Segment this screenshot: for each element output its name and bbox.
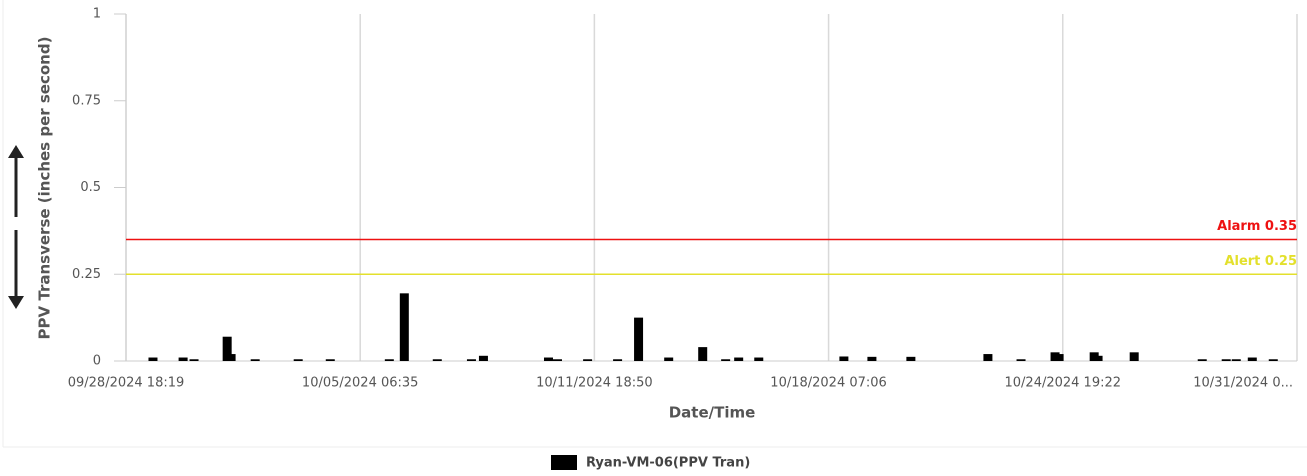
bar	[721, 359, 731, 361]
bar	[466, 359, 476, 361]
bar	[189, 359, 199, 361]
bar	[1016, 359, 1026, 361]
x-tick-label: 10/11/2024 18:50	[536, 376, 653, 391]
legend-label: Ryan-VM-06(PPV Tran)	[586, 456, 750, 471]
bar	[178, 357, 188, 361]
bar	[613, 359, 623, 361]
x-tick-label: 10/24/2024 19:22	[1005, 376, 1122, 391]
bar	[583, 359, 593, 361]
y-tick-label: 0	[93, 354, 101, 369]
bar	[478, 355, 488, 361]
bar	[867, 356, 877, 361]
bar	[399, 293, 409, 361]
y-tick-label: 0.5	[80, 180, 101, 195]
bar	[250, 359, 260, 361]
bar	[754, 357, 764, 361]
bar	[293, 359, 303, 361]
y-tick-label: 0.75	[72, 93, 101, 108]
bar	[906, 356, 916, 361]
bar	[1129, 352, 1139, 361]
x-tick-label: 09/28/2024 18:19	[68, 376, 185, 391]
bar	[543, 357, 553, 361]
x-tick-label: 10/18/2024 07:06	[770, 376, 887, 391]
bar	[226, 354, 236, 361]
threshold-label: Alert 0.25	[1224, 254, 1297, 269]
y-axis-title: PPV Transverse (inches per second)	[36, 37, 54, 340]
bar	[983, 354, 993, 361]
bar	[664, 357, 674, 361]
bar	[734, 357, 744, 361]
x-axis-title: Date/Time	[669, 404, 756, 422]
bar	[1231, 359, 1241, 361]
axis-arrows	[8, 145, 24, 309]
bar	[1247, 357, 1257, 361]
legend-swatch	[551, 455, 577, 470]
bar	[552, 359, 562, 361]
bar	[222, 336, 232, 361]
bar	[1268, 359, 1278, 361]
bar	[384, 359, 394, 361]
bar	[839, 356, 849, 361]
x-tick-label: 10/05/2024 06:35	[302, 376, 419, 391]
y-tick-label: 1	[93, 7, 101, 22]
y-tick-label: 0.25	[72, 267, 101, 282]
bar	[148, 357, 158, 361]
bar	[1054, 354, 1064, 361]
threshold-label: Alarm 0.35	[1217, 219, 1297, 234]
bar	[1093, 355, 1103, 361]
bar	[432, 359, 442, 361]
bar	[1197, 359, 1207, 361]
bar	[698, 347, 708, 361]
x-tick-label: 10/31/2024 0...	[1193, 376, 1293, 391]
bar	[634, 317, 644, 361]
bar	[1221, 359, 1231, 361]
bar	[325, 359, 335, 361]
